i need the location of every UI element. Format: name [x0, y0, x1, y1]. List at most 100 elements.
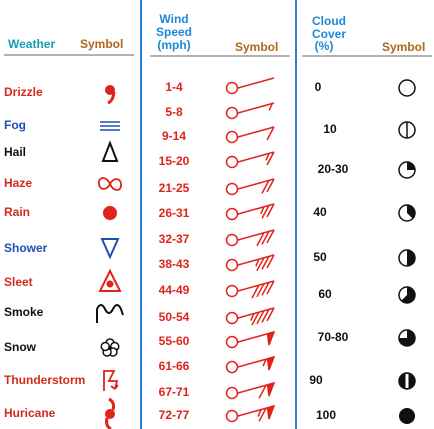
column-header: (%) — [315, 39, 334, 53]
symbol — [261, 282, 270, 296]
wind-speed-label: 1-4 — [165, 80, 183, 94]
cloud-symbol — [398, 204, 416, 222]
symbol — [225, 360, 239, 374]
symbol — [405, 374, 409, 388]
symbol — [101, 140, 119, 162]
cloud-symbol — [398, 249, 416, 267]
symbol — [266, 381, 276, 397]
symbol — [237, 77, 275, 89]
cloud-cover-label: 60 — [318, 287, 332, 301]
symbol — [266, 355, 276, 371]
weather-label: Sleet — [4, 275, 33, 289]
cloud-symbol — [398, 286, 416, 304]
wind-symbol — [225, 77, 275, 95]
cloud-cover-label: 90 — [309, 373, 323, 387]
symbol — [100, 338, 120, 357]
wind-speed-label: 50-54 — [159, 310, 190, 324]
weather-label: Haze — [4, 176, 32, 190]
symbol — [266, 307, 275, 322]
symbol — [407, 250, 415, 266]
wind-symbol — [225, 151, 275, 169]
symbol — [399, 330, 415, 346]
symbol — [98, 268, 122, 292]
cloud-cover-label: 100 — [316, 408, 336, 422]
symbol — [237, 151, 275, 163]
symbol — [399, 408, 415, 424]
weather-label: Hail — [4, 145, 26, 159]
symbol — [401, 287, 415, 303]
symbol — [107, 91, 116, 105]
column-header: Wind — [159, 12, 188, 26]
cloud-cover-label: 70-80 — [318, 330, 349, 344]
symbol — [261, 180, 270, 194]
symbol — [225, 207, 239, 221]
symbol — [265, 153, 270, 161]
wind-symbol — [225, 229, 275, 247]
symbol — [261, 205, 270, 219]
symbol — [261, 309, 270, 323]
wind-speed-label: 9-14 — [162, 129, 186, 143]
symbol — [225, 81, 239, 95]
weather-label: Drizzle — [4, 85, 43, 99]
cloud-cover-label: 40 — [313, 205, 327, 219]
cloud-symbol — [398, 121, 416, 139]
cloud-cover-label: 20-30 — [318, 162, 349, 176]
symbol — [407, 205, 415, 219]
symbol — [261, 231, 270, 245]
symbol — [225, 409, 239, 423]
symbol — [261, 256, 270, 270]
wind-symbol — [225, 280, 275, 299]
wind-speed-label: 21-25 — [159, 181, 190, 195]
symbol — [250, 313, 255, 321]
column-header: Cloud — [312, 14, 346, 28]
weather-label: Shower — [4, 241, 48, 255]
symbol — [225, 106, 239, 120]
wind-symbol — [225, 126, 275, 144]
cloud-symbol — [398, 79, 416, 97]
symbol — [256, 283, 265, 298]
weather-label: Thunderstorm — [4, 373, 85, 387]
symbol — [225, 258, 239, 272]
symbol — [266, 151, 275, 166]
wind-symbol — [225, 330, 276, 349]
column-header: (mph) — [157, 38, 190, 52]
symbol — [105, 397, 115, 429]
cloud-cover-label: 50 — [313, 250, 327, 264]
wind-speed-label: 5-8 — [165, 105, 183, 119]
symbol — [225, 233, 239, 247]
column-header: Symbol — [80, 37, 123, 51]
symbol — [256, 310, 265, 325]
wind-symbol — [225, 254, 275, 272]
wind-symbol — [225, 102, 275, 120]
symbol — [225, 155, 239, 169]
symbol — [266, 330, 276, 346]
symbol — [266, 404, 276, 420]
symbol — [266, 229, 275, 244]
wind-symbol — [225, 307, 275, 326]
cloud-symbol — [398, 329, 416, 347]
symbol — [398, 79, 416, 97]
wind-symbol — [225, 355, 276, 374]
cloud-symbol — [399, 408, 415, 424]
symbol — [100, 238, 120, 260]
symbol — [225, 335, 239, 349]
wind-symbol — [225, 381, 276, 400]
column-header: Cover — [312, 27, 346, 41]
symbol — [266, 126, 275, 141]
cloud-cover-label: 0 — [315, 80, 322, 94]
symbol — [225, 386, 239, 400]
wind-speed-label: 15-20 — [159, 154, 190, 168]
symbol — [268, 103, 273, 111]
wind-symbol — [225, 178, 275, 196]
symbol — [407, 162, 415, 170]
cloud-symbol — [398, 161, 416, 179]
symbol — [266, 203, 275, 218]
symbol — [251, 311, 260, 326]
wind-speed-label: 44-49 — [159, 283, 190, 297]
symbol — [225, 182, 239, 196]
symbol — [256, 232, 265, 247]
symbol — [108, 346, 112, 350]
wind-speed-label: 61-66 — [159, 359, 190, 373]
